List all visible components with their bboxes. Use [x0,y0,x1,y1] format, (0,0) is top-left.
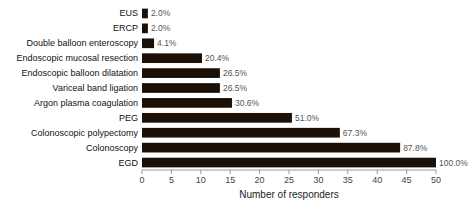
tick-mark [230,170,231,174]
tick-label: 30 [313,175,323,185]
percentage-label: 30.6% [235,98,260,108]
category-label: Endoscopic mucosal resection [16,53,138,63]
category-label: Variceal band ligation [53,83,138,93]
bar [142,24,148,34]
category-label: Colonoscopy [86,143,139,153]
tick-mark [406,170,407,174]
tick-label: 40 [372,175,382,185]
tick-label: 20 [255,175,265,185]
percentage-label: 100.0% [439,158,468,168]
x-axis-label: Number of responders [239,189,339,200]
bar [142,113,292,123]
bar [142,128,340,138]
percentage-label: 87.8% [403,143,428,153]
category-label: EUS [119,8,138,18]
tick-label: 45 [402,175,412,185]
tick-mark [200,170,201,174]
chart: 0 5 10 15 20 25 30 35 40 45 50 Number of responders… [0,0,474,202]
percentage-label: 2.0% [151,8,171,18]
bar [142,83,220,93]
x-axis: 0 5 10 15 20 25 30 35 40 45 50 [139,170,441,185]
tick-label: 15 [225,175,235,185]
bar [142,38,154,48]
bar [142,53,202,63]
tick-mark [142,170,143,174]
bars [142,9,436,168]
category-label: Colonoscopic polypectomy [31,128,139,138]
category-label: EGD [118,158,138,168]
category-label: PEG [119,113,138,123]
tick-label: 35 [343,175,353,185]
tick-label: 25 [284,175,294,185]
percentage-label: 20.4% [205,53,230,63]
y-axis: EGD Colonoscopy Colonoscopic polypectomy PE… [16,8,138,167]
percentage-label: 4.1% [157,38,177,48]
tick-mark [259,170,260,174]
tick-mark [347,170,348,174]
tick-label: 10 [196,175,206,185]
tick-label: 50 [431,175,441,185]
category-label: ERCP [113,23,138,33]
tick-mark [318,170,319,174]
bar [142,9,148,19]
percentage-label: 51.0% [295,113,320,123]
tick-label: 0 [139,175,144,185]
percentage-label: 67.3% [343,128,368,138]
bar [142,68,220,78]
percentage-label: 26.5% [223,83,248,93]
tick-mark [171,170,172,174]
percentage-labels: 100.0% 87.8% 67.3% 51.0% 30.6% 26.5% 26.5% 20.4… [151,8,468,167]
category-label: Endoscopic balloon dilatation [21,68,138,78]
bar [142,158,436,168]
bar [142,143,400,153]
tick-mark [436,170,437,174]
tick-mark [289,170,290,174]
tick-mark [377,170,378,174]
category-label: Argon plasma coagulation [34,98,138,108]
percentage-label: 26.5% [223,68,248,78]
tick-label: 5 [169,175,174,185]
bar [142,98,232,108]
percentage-label: 2.0% [151,23,171,33]
category-label: Double balloon enteroscopy [26,38,138,48]
